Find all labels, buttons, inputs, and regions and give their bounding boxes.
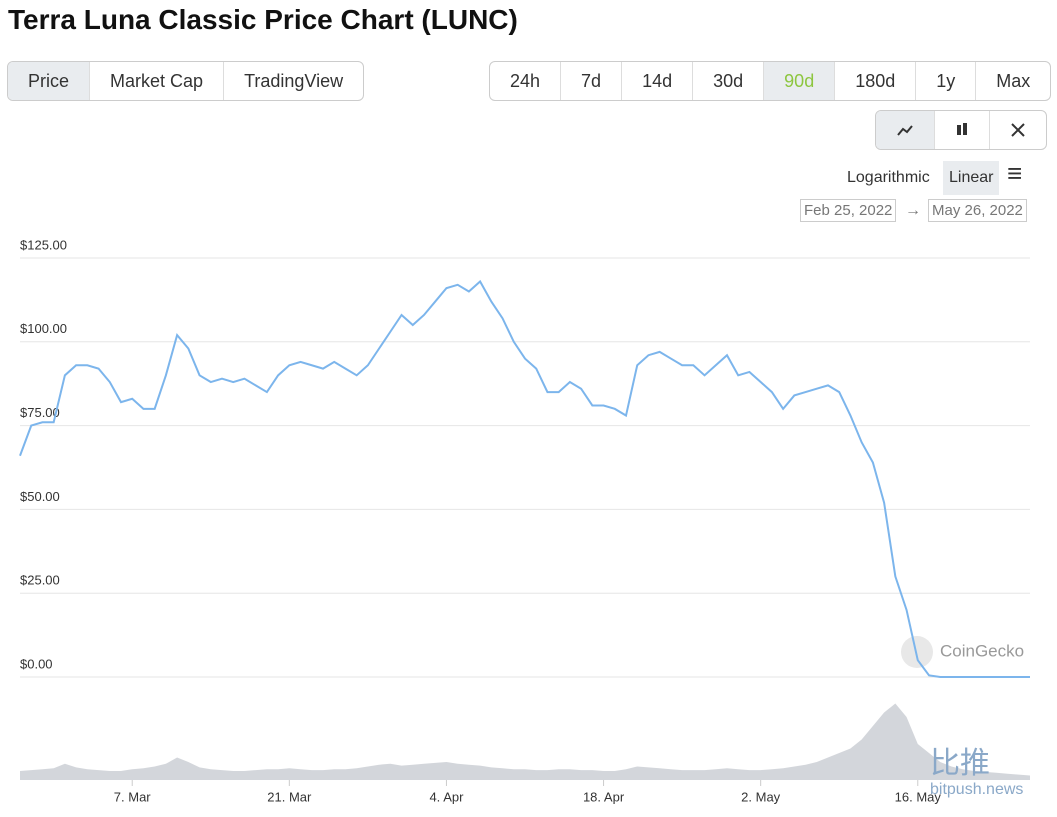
date-input[interactable]: Feb 25, 2022: [800, 199, 897, 222]
range-button[interactable]: 30d: [693, 62, 765, 100]
line-icon[interactable]: [876, 111, 935, 149]
candle-icon[interactable]: [935, 111, 990, 149]
range-button[interactable]: 90d: [764, 62, 836, 100]
x-tick-label: 4. Apr: [429, 789, 464, 804]
logo: [901, 636, 933, 668]
volume-area: [20, 703, 1030, 780]
scale-option[interactable]: Logarithmic: [847, 169, 930, 186]
range-button[interactable]: 1y: [916, 62, 977, 100]
range-button[interactable]: Max: [996, 71, 1031, 91]
date-arrow: →: [905, 202, 921, 219]
range-button[interactable]: 14d: [622, 62, 694, 100]
y-tick-label: $125.00: [20, 237, 67, 252]
x-tick-label: 7. Mar: [114, 789, 152, 804]
price-line: [19, 279, 1030, 678]
tab-group: Price Market Cap TradingView: [7, 61, 365, 101]
range-group: 24h 7d 14d 30d 90d 180d 1y Max: [489, 61, 1052, 101]
x-tick-label: 21. Mar: [267, 789, 312, 804]
y-tick-label: $75.00: [20, 405, 60, 420]
tab[interactable]: Price: [8, 62, 91, 100]
page-title: Terra Luna Classic Price Chart (LUNC): [8, 4, 518, 35]
menu-icon[interactable]: ≡: [1007, 158, 1023, 188]
range-button[interactable]: 180d: [835, 62, 917, 100]
fullscreen-icon[interactable]: [990, 111, 1046, 149]
range-button[interactable]: 7d: [561, 62, 623, 100]
x-tick-label: 18. Apr: [583, 789, 625, 804]
y-tick-label: $25.00: [20, 573, 60, 588]
y-tick-label: $0.00: [20, 656, 53, 671]
source-mark: 比推: [930, 747, 990, 780]
tab[interactable]: Market Cap: [90, 62, 225, 100]
tab[interactable]: TradingView: [244, 71, 344, 91]
chart-type-group: [875, 110, 1047, 150]
range-button[interactable]: 24h: [490, 62, 562, 100]
y-tick-label: $50.00: [20, 489, 60, 504]
watermark: CoinGecko: [940, 641, 1024, 660]
date-input[interactable]: May 26, 2022: [928, 199, 1027, 222]
x-tick-label: 2. May: [741, 789, 781, 804]
scale-option[interactable]: Linear: [943, 161, 1000, 195]
x-tick-label: 16. May: [895, 789, 942, 804]
source-url: bitpush.news: [930, 781, 1023, 798]
y-tick-label: $100.00: [20, 321, 67, 336]
